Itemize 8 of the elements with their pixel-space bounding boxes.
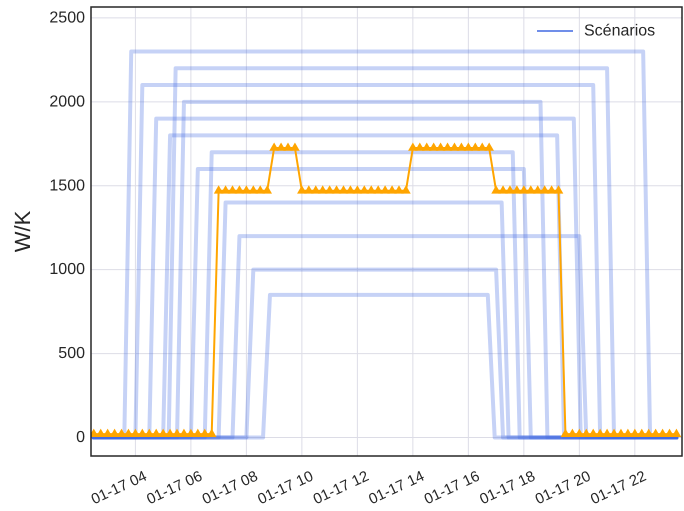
y-tick-label: 500 bbox=[58, 345, 86, 362]
y-axis-title: W/K bbox=[10, 210, 35, 252]
y-tick-label: 2000 bbox=[49, 93, 86, 110]
y-tick-label: 2500 bbox=[49, 9, 86, 26]
y-tick-label: 1500 bbox=[49, 177, 86, 194]
legend-label: Scénarios bbox=[584, 22, 656, 40]
y-tick-label: 0 bbox=[76, 429, 86, 446]
y-tick-label: 1000 bbox=[49, 261, 86, 278]
